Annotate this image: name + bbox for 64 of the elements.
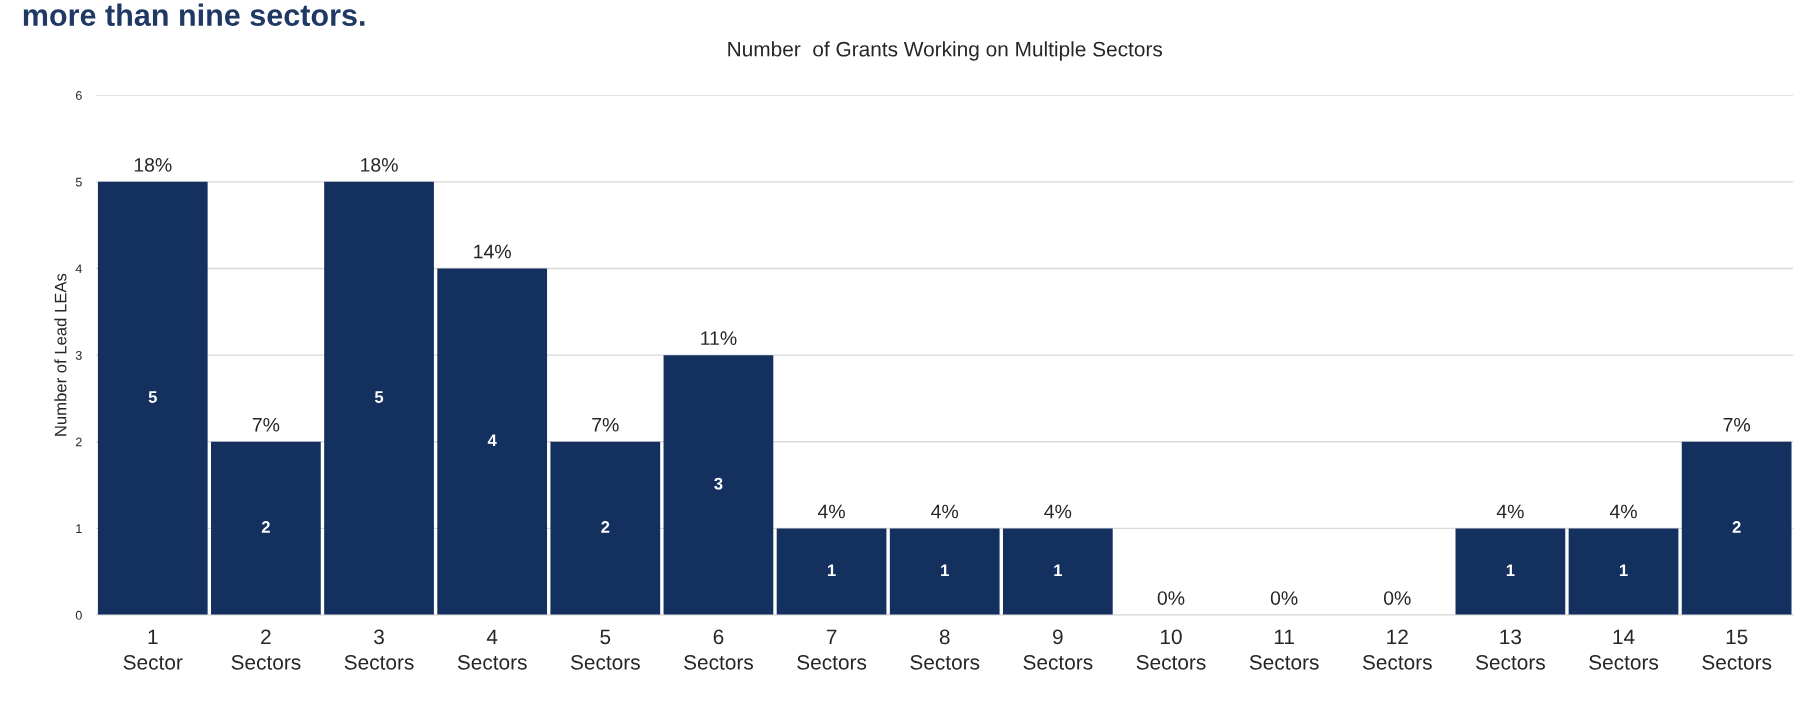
data-label: 1 [827,564,836,577]
data-label: 1 [1506,564,1515,577]
y-tick-label: 3 [75,350,82,360]
data-label: 5 [374,391,384,403]
data-label: 2 [601,521,610,533]
x-tick-label: 10 Sectors [1136,629,1206,670]
bar [889,528,1000,616]
x-tick-label: 15 Sectors [1702,629,1772,670]
annotation: 4% [817,504,845,519]
y-tick-label: 1 [76,524,82,533]
x-tick-label: 7 Sectors [797,629,867,670]
x-tick-label: 5 Sectors [570,629,640,670]
x-tick-label: 13 Sectors [1476,629,1545,670]
annotation: 4% [1044,504,1072,519]
chart-title: Number of Grants Working on Multiple Sectors [728,41,1163,61]
bar [437,268,548,616]
annotation: 7% [592,418,619,432]
data-label: 5 [148,391,157,403]
x-tick-label: 8 Sectors [910,629,980,670]
annotation: 14% [474,244,511,259]
y-tick-label: 5 [75,177,82,187]
x-tick-label: 12 Sectors [1362,629,1432,670]
annotation: 4% [931,504,959,519]
annotation: 11% [701,331,737,345]
y-tick-label: 0 [75,610,82,620]
x-tick-label: 4 Sectors [457,629,527,670]
x-tick-label: 9 Sectors [1023,629,1093,670]
data-label: 1 [1054,564,1063,577]
annotation: 7% [252,418,280,432]
annotation: 4% [1496,504,1524,519]
y-axis-title: Number of Lead LEAs [54,273,67,436]
data-label: 2 [261,521,270,533]
y-tick-label: 2 [75,437,82,447]
annotation: 0% [1157,591,1185,605]
bar [97,181,208,616]
bar [1681,441,1792,616]
x-tick-label: 3 Sectors [344,629,414,670]
x-tick-label: 1 Sector [123,629,183,670]
data-label: 4 [487,434,497,447]
data-label: 1 [1619,564,1628,577]
x-tick-label: 14 Sectors [1589,629,1659,670]
annotation: 18% [134,158,172,172]
data-label: 2 [1732,521,1741,533]
bar [211,441,321,616]
text: more than nine sectors. [23,3,365,27]
x-tick-label: 11 Sectors [1249,629,1319,670]
y-tick-label: 4 [75,264,82,274]
bar [776,528,887,616]
bar [324,181,434,616]
annotation: 0% [1383,591,1411,605]
y-tick-label: 6 [75,91,82,100]
bar [1002,528,1113,616]
bar [1568,528,1679,616]
bar [663,355,774,616]
bar [550,441,661,616]
annotation: 7% [1723,418,1751,432]
x-tick-label: 6 Sectors [684,629,753,670]
data-label: 3 [714,477,723,490]
x-tick-label: 2 Sectors [231,629,301,670]
bar [1455,528,1566,616]
data-label: 1 [941,564,949,577]
annotation: 4% [1609,504,1637,519]
annotation: 0% [1270,591,1298,605]
annotation: 18% [361,158,398,172]
